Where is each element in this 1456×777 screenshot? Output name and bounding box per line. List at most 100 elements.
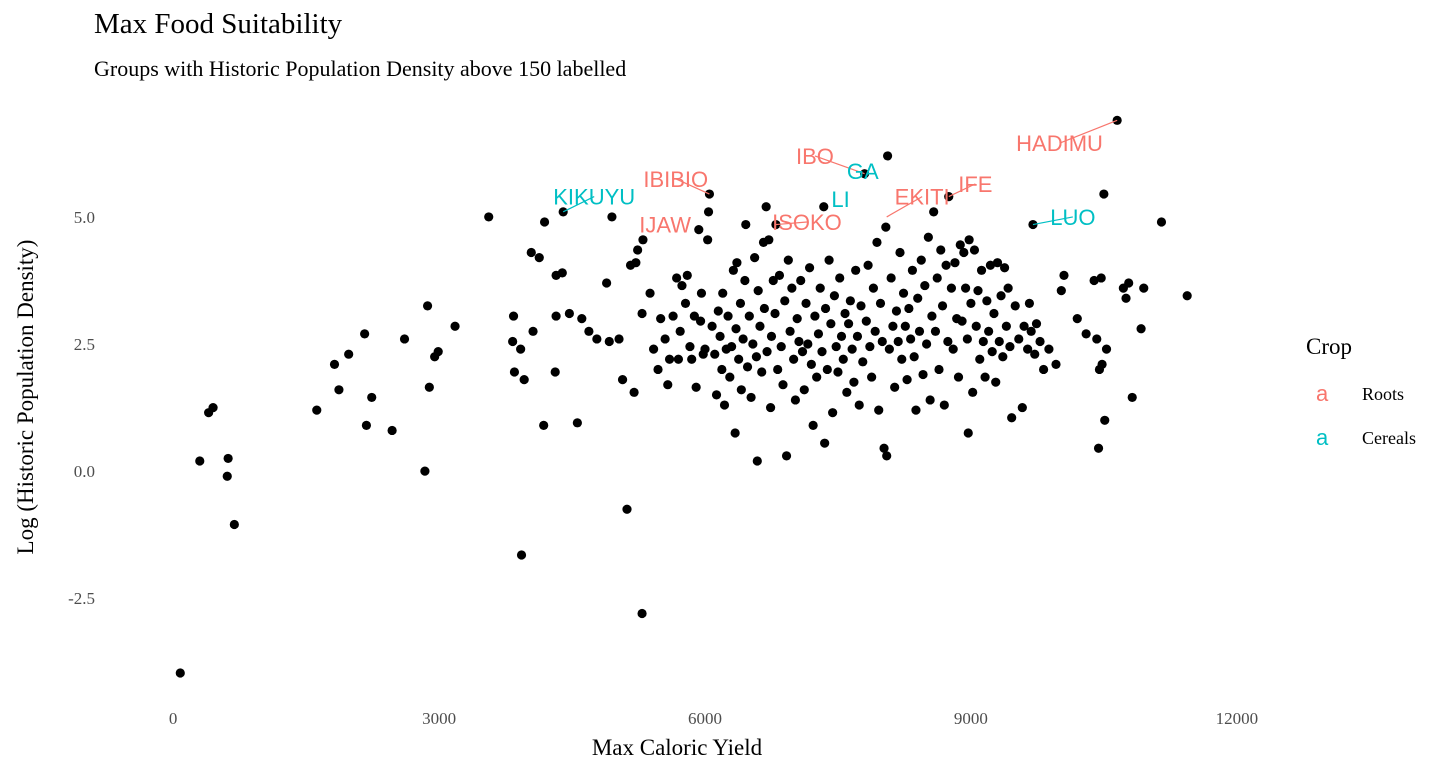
data-point: [1093, 443, 1104, 453]
data-point: [854, 400, 864, 410]
data-point: [932, 273, 942, 283]
data-point: [223, 453, 233, 464]
data-point: [638, 235, 648, 245]
data-point: [725, 372, 735, 382]
data-point: [728, 265, 738, 275]
data-point: [1035, 336, 1045, 347]
data-point: [629, 387, 639, 397]
data-point: [744, 311, 754, 321]
data-point: [516, 344, 526, 354]
data-point: [534, 253, 544, 263]
data-point: [820, 303, 831, 314]
legend-key-roots: a: [1316, 381, 1329, 406]
data-point: [796, 275, 806, 286]
point-label-li: LI: [831, 187, 849, 212]
data-point: [617, 375, 628, 385]
data-point: [861, 316, 871, 326]
data-point: [175, 668, 185, 678]
data-point: [820, 438, 830, 448]
data-point: [685, 341, 695, 352]
data-point: [1136, 324, 1146, 334]
data-point: [973, 286, 983, 296]
data-point: [948, 344, 958, 354]
data-point: [757, 367, 767, 377]
data-point: [826, 319, 836, 329]
data-point: [787, 283, 797, 293]
data-point: [680, 298, 691, 308]
data-point: [656, 314, 666, 324]
data-point: [897, 354, 907, 364]
data-point: [943, 336, 953, 347]
data-point: [604, 336, 614, 347]
data-point: [399, 334, 410, 344]
data-point: [551, 311, 561, 321]
data-point: [851, 265, 861, 275]
data-point: [964, 235, 974, 245]
data-point: [858, 357, 868, 367]
data-point: [577, 314, 587, 324]
data-point: [695, 316, 706, 326]
data-point: [969, 245, 980, 255]
data-point: [774, 270, 785, 280]
data-points: [175, 115, 1192, 678]
data-point: [208, 402, 218, 413]
data-point: [1072, 314, 1082, 324]
data-point: [824, 255, 834, 265]
y-tick-label: 0.0: [74, 462, 95, 481]
data-point: [921, 339, 932, 349]
data-point: [909, 352, 919, 362]
data-point: [770, 308, 780, 319]
data-point: [955, 240, 965, 250]
data-point: [663, 380, 673, 390]
data-point: [1007, 413, 1017, 423]
point-label-kikuyu: KIKUYU: [553, 185, 635, 210]
data-point: [768, 275, 778, 286]
chart-title: Max Food Suitability: [94, 8, 343, 40]
data-point: [872, 237, 882, 247]
data-point: [806, 359, 816, 369]
data-point: [863, 260, 873, 270]
data-point: [1092, 334, 1102, 344]
data-point: [1023, 344, 1033, 354]
data-point: [748, 339, 758, 349]
data-point: [633, 245, 643, 255]
data-point: [718, 288, 728, 298]
x-tick-label: 12000: [1216, 709, 1259, 728]
legend: Crop a Roots a Cereals: [1306, 334, 1416, 460]
data-point: [550, 367, 560, 377]
data-point: [1100, 415, 1110, 425]
data-point: [808, 420, 818, 430]
data-point: [539, 420, 549, 430]
data-point: [804, 263, 815, 273]
y-tick-label: 5.0: [74, 208, 95, 227]
data-point: [367, 392, 377, 403]
data-point: [856, 301, 866, 311]
data-point: [750, 253, 760, 263]
data-point: [564, 308, 574, 319]
data-point: [1056, 286, 1066, 296]
data-point: [801, 298, 811, 308]
data-point: [812, 372, 822, 382]
data-point: [1026, 326, 1036, 336]
data-point: [704, 189, 715, 199]
data-point: [622, 504, 632, 514]
label-leader-line: [1059, 119, 1118, 144]
data-point: [433, 347, 443, 357]
data-point: [783, 255, 793, 265]
data-point: [918, 369, 928, 380]
data-point: [939, 400, 949, 410]
legend-label-cereals: Cereals: [1362, 427, 1416, 448]
data-point: [723, 311, 733, 321]
data-point: [361, 420, 372, 430]
data-point: [781, 451, 792, 461]
data-point: [799, 385, 809, 395]
data-point: [941, 260, 951, 270]
data-point: [989, 308, 999, 319]
data-point: [838, 354, 848, 364]
point-label-luo: LUO: [1050, 205, 1095, 230]
data-point: [836, 331, 847, 342]
data-point: [1121, 293, 1131, 303]
legend-label-roots: Roots: [1362, 383, 1405, 404]
data-point: [884, 344, 894, 354]
data-point: [664, 354, 675, 364]
